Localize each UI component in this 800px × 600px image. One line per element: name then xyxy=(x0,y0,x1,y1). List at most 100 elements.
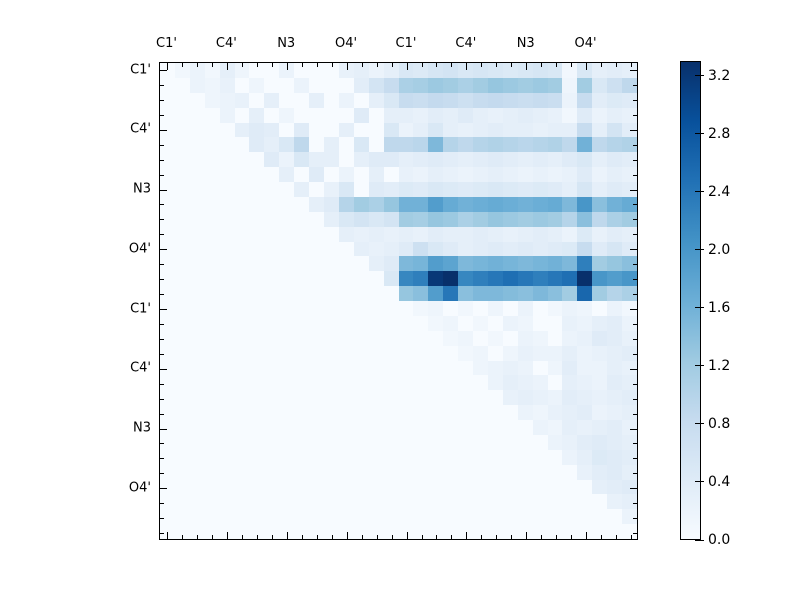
axis-tick xyxy=(633,84,637,86)
heatmap-cell xyxy=(160,420,175,435)
heatmap-cell xyxy=(160,524,175,539)
heatmap-cell xyxy=(517,479,533,495)
heatmap-cell xyxy=(622,211,637,227)
heatmap-cell xyxy=(309,226,324,242)
heatmap-cell xyxy=(458,434,474,450)
heatmap-cell xyxy=(338,182,354,197)
heatmap-cell xyxy=(249,167,265,182)
heatmap-cell xyxy=(413,92,429,108)
heatmap-cell xyxy=(473,271,488,287)
heatmap-cell xyxy=(264,405,280,420)
axis-tick xyxy=(633,458,637,460)
heatmap-cell xyxy=(234,271,250,287)
heatmap-cell xyxy=(234,449,250,465)
axis-tick xyxy=(241,535,243,539)
heatmap-cell xyxy=(443,315,459,331)
heatmap-cell xyxy=(189,77,205,93)
heatmap-cell xyxy=(353,256,369,272)
heatmap-cell xyxy=(532,390,548,406)
heatmap-cell xyxy=(398,286,414,301)
heatmap-cell xyxy=(234,77,250,93)
heatmap-cell xyxy=(294,345,310,361)
heatmap-cell xyxy=(607,92,623,108)
heatmap-cell xyxy=(413,390,429,406)
axis-tick xyxy=(301,63,303,67)
heatmap-cell xyxy=(279,479,295,495)
axis-tick xyxy=(167,532,168,539)
heatmap-cell xyxy=(413,152,429,168)
colorbar xyxy=(680,61,701,540)
heatmap-cell xyxy=(502,524,518,539)
heatmap-cell xyxy=(383,152,399,168)
heatmap-cell xyxy=(562,345,578,361)
heatmap-cell xyxy=(294,330,310,346)
heatmap-cell xyxy=(204,494,220,510)
heatmap-cell xyxy=(219,434,235,450)
heatmap-cell xyxy=(160,405,175,420)
heatmap-cell xyxy=(174,241,190,257)
heatmap-cell xyxy=(443,375,459,391)
heatmap-cell xyxy=(622,182,637,197)
heatmap-cell xyxy=(547,241,563,257)
heatmap-cell xyxy=(368,92,384,108)
heatmap-cell xyxy=(294,509,310,525)
heatmap-cell xyxy=(368,509,384,525)
heatmap-cell xyxy=(487,315,503,331)
heatmap-cell xyxy=(532,226,548,242)
heatmap-cell xyxy=(562,524,578,539)
axis-tick xyxy=(630,189,637,191)
heatmap-cell xyxy=(458,152,474,168)
axis-tick xyxy=(630,309,637,310)
heatmap-cell xyxy=(473,375,488,391)
heatmap-cell xyxy=(532,449,548,465)
heatmap-cell xyxy=(204,315,220,331)
heatmap-cell xyxy=(323,345,339,361)
heatmap-cell xyxy=(517,524,533,539)
heatmap-cell xyxy=(607,152,623,168)
heatmap-cell xyxy=(294,464,310,480)
heatmap-cell xyxy=(160,494,175,510)
heatmap-cell xyxy=(353,390,369,406)
heatmap-cell xyxy=(532,509,548,525)
heatmap-cell xyxy=(532,420,548,435)
heatmap-cell xyxy=(577,256,593,272)
heatmap-cell xyxy=(532,77,548,93)
axis-tick xyxy=(160,518,164,520)
heatmap-cell xyxy=(428,211,444,227)
heatmap-cell xyxy=(607,256,623,272)
heatmap-cell xyxy=(562,301,578,316)
axis-tick xyxy=(160,264,164,266)
heatmap-cell xyxy=(174,122,190,138)
heatmap-cell xyxy=(502,63,518,78)
axis-tick xyxy=(633,443,637,445)
axis-tick xyxy=(630,249,637,251)
heatmap-cell xyxy=(160,63,175,78)
heatmap-cell xyxy=(398,63,414,78)
heatmap-cell xyxy=(562,434,578,450)
heatmap-cell xyxy=(174,330,190,346)
heatmap-cell xyxy=(577,226,593,242)
heatmap-cell xyxy=(473,107,488,123)
heatmap-cell xyxy=(398,434,414,450)
heatmap-cell xyxy=(338,152,354,168)
heatmap-cell xyxy=(189,211,205,227)
heatmap-cell xyxy=(383,196,399,212)
heatmap-cell xyxy=(249,256,265,272)
heatmap-cell xyxy=(547,360,563,376)
heatmap-cell xyxy=(219,122,235,138)
heatmap-cell xyxy=(264,63,280,78)
heatmap-cell xyxy=(160,315,175,331)
heatmap-cell xyxy=(264,77,280,93)
heatmap-cell xyxy=(279,509,295,525)
heatmap-cell xyxy=(294,92,310,108)
heatmap-cell xyxy=(264,420,280,435)
heatmap-cell xyxy=(622,449,637,465)
heatmap-cell xyxy=(502,92,518,108)
heatmap-cell xyxy=(487,479,503,495)
heatmap-cell xyxy=(622,375,637,391)
heatmap-cell xyxy=(160,479,175,495)
axis-tick xyxy=(160,294,164,295)
heatmap-cell xyxy=(264,256,280,272)
axis-tick xyxy=(226,63,228,70)
heatmap-cell xyxy=(517,360,533,376)
